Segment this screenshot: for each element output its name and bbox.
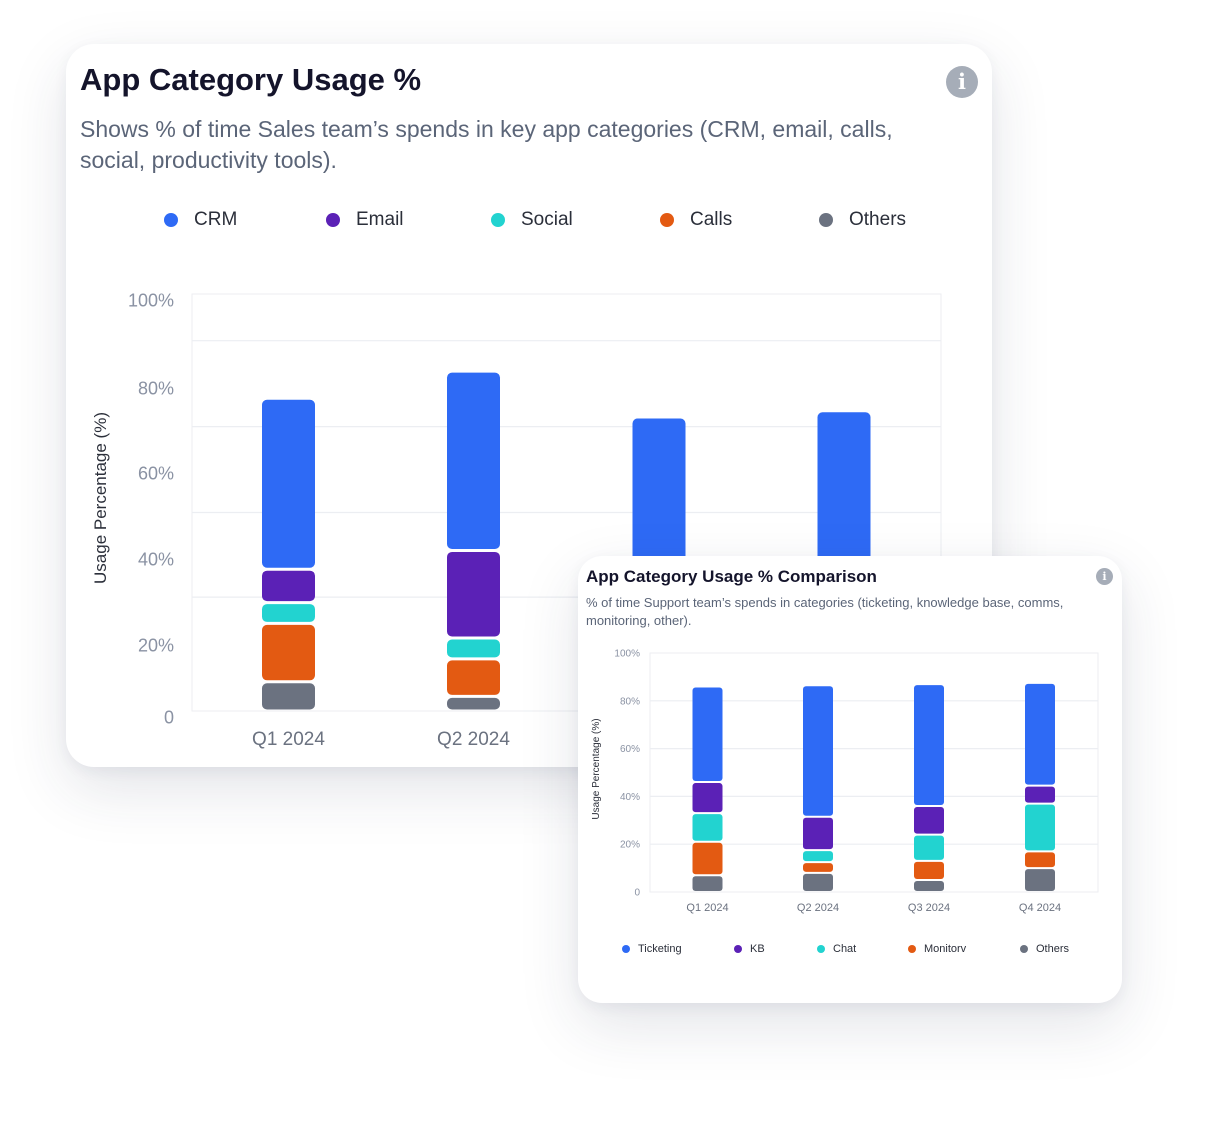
legend-label: CRM bbox=[194, 209, 238, 230]
comparison-chart-title: App Category Usage % Comparison bbox=[586, 567, 877, 586]
y-tick-label: 40% bbox=[620, 792, 640, 803]
y-tick-label: 40% bbox=[138, 549, 174, 569]
legend-label: KB bbox=[750, 943, 765, 955]
bar-segment-crm bbox=[262, 399, 315, 568]
y-tick-label: 0 bbox=[634, 888, 640, 899]
bar-segment-ticketing bbox=[803, 686, 833, 816]
legend-item-crm[interactable]: CRM bbox=[164, 209, 237, 231]
bar-segment-others bbox=[692, 876, 723, 891]
legend-item-monitorv[interactable]: Monitorv bbox=[908, 943, 966, 955]
legend-label: Social bbox=[521, 209, 573, 230]
y-tick-label: 20% bbox=[138, 635, 174, 655]
legend-label: Others bbox=[849, 209, 907, 230]
chart-description: Shows % of time Sales team’s spends in k… bbox=[80, 116, 893, 173]
legend-label: Email bbox=[356, 209, 404, 230]
legend-dot bbox=[491, 213, 505, 227]
plot-frame bbox=[191, 293, 942, 712]
bar-segment-ticketing bbox=[1025, 683, 1055, 785]
legend-dot bbox=[817, 945, 825, 953]
main-chart-plot: 0 20% 40% 60% 80% 100% Usage Percentage (%) Q1 … bbox=[91, 290, 942, 750]
x-tick-label: Q4 2024 bbox=[1019, 902, 1061, 914]
legend-label: Monitorv bbox=[924, 943, 967, 955]
y-tick-label: 0 bbox=[164, 707, 174, 727]
plot-frame bbox=[649, 652, 1099, 893]
y-tick-label: 80% bbox=[620, 696, 640, 707]
bar-segment-ticketing bbox=[692, 687, 723, 782]
bar-segment-monitorv bbox=[1025, 852, 1055, 868]
y-tick-label: 60% bbox=[620, 744, 640, 755]
legend-item-others[interactable]: Others bbox=[819, 209, 906, 231]
bar-segment-kb bbox=[1025, 786, 1055, 803]
legend-item-kb[interactable]: KB bbox=[734, 943, 765, 955]
legend-item-social[interactable]: Social bbox=[491, 209, 573, 231]
main-chart-card: App Category Usage % Shows % of time Sal… bbox=[66, 44, 992, 767]
legend-item-ticketing[interactable]: Ticketing bbox=[622, 943, 682, 955]
x-tick-label: Q3 2024 bbox=[908, 902, 950, 914]
bar-segment-kb bbox=[914, 806, 944, 834]
legend-label: Others bbox=[1036, 943, 1070, 955]
info-icon[interactable]: i bbox=[946, 66, 978, 98]
y-tick-label: 100% bbox=[128, 290, 174, 310]
legend-dot bbox=[164, 213, 178, 227]
bar-segment-ticketing bbox=[914, 685, 944, 805]
bar-segment-email bbox=[447, 551, 500, 637]
legend-dot bbox=[819, 213, 833, 227]
bar-segment-others bbox=[914, 881, 944, 891]
bar-segment-email bbox=[262, 570, 315, 602]
x-tick-label: Q1 2024 bbox=[686, 902, 728, 914]
bar-segment-social bbox=[262, 604, 315, 622]
bar-segment-kb bbox=[803, 817, 833, 850]
legend-item-email[interactable]: Email bbox=[326, 209, 404, 231]
legend-dot bbox=[326, 213, 340, 227]
bar-segment-chat bbox=[803, 851, 833, 862]
bar-segment-chat bbox=[692, 814, 723, 841]
bar-segment-chat bbox=[1025, 804, 1055, 851]
legend-label: Calls bbox=[690, 209, 733, 230]
comparison-chart-plot: 0 20% 40% 60% 80% 100% Usage Percentage (%) Q1 … bbox=[591, 649, 1099, 914]
comparison-chart-description: % of time Support team’s spends in categ… bbox=[586, 595, 1064, 628]
bar-segment-others bbox=[262, 683, 315, 710]
chart-title: App Category Usage % bbox=[80, 62, 422, 97]
bar-segment-monitorv bbox=[803, 863, 833, 872]
legend-dot bbox=[622, 945, 630, 953]
bar-segment-crm bbox=[632, 418, 686, 591]
legend-item-calls[interactable]: Calls bbox=[660, 209, 732, 231]
y-tick-label: 60% bbox=[138, 463, 174, 483]
x-tick-label: Q1 2024 bbox=[252, 729, 325, 750]
bar-segment-crm bbox=[447, 372, 500, 549]
bar-segment-monitorv bbox=[914, 861, 944, 880]
x-tick-label: Q2 2024 bbox=[797, 902, 839, 914]
legend-label: Ticketing bbox=[638, 943, 682, 955]
comparison-chart-card: App Category Usage % Comparison % of tim… bbox=[578, 556, 1122, 1003]
legend-item-others[interactable]: Others bbox=[1020, 943, 1069, 955]
y-tick-label: 20% bbox=[620, 840, 640, 851]
y-tick-label: 100% bbox=[614, 649, 640, 660]
y-axis-label: Usage Percentage (%) bbox=[591, 718, 602, 819]
x-tick-label: Q2 2024 bbox=[437, 729, 510, 750]
bar-segment-chat bbox=[914, 835, 944, 860]
info-icon[interactable]: i bbox=[1096, 568, 1113, 585]
legend-dot bbox=[660, 213, 674, 227]
bar-segment-calls bbox=[262, 624, 315, 681]
bar-segment-others bbox=[803, 873, 833, 891]
y-axis-label: Usage Percentage (%) bbox=[91, 412, 110, 584]
legend-dot bbox=[908, 945, 916, 953]
y-tick-label: 80% bbox=[138, 378, 174, 398]
bar-segment-others bbox=[1025, 869, 1055, 891]
bar-segment-calls bbox=[447, 660, 500, 695]
bar-segment-monitorv bbox=[692, 842, 723, 875]
bar-segment-crm bbox=[817, 412, 871, 570]
bar-segment-social bbox=[447, 639, 500, 658]
bar-segment-others bbox=[447, 697, 500, 710]
legend-label: Chat bbox=[833, 943, 857, 955]
legend-dot bbox=[734, 945, 742, 953]
bar-segment-kb bbox=[692, 783, 723, 813]
legend-item-chat[interactable]: Chat bbox=[817, 943, 856, 955]
legend-dot bbox=[1020, 945, 1028, 953]
